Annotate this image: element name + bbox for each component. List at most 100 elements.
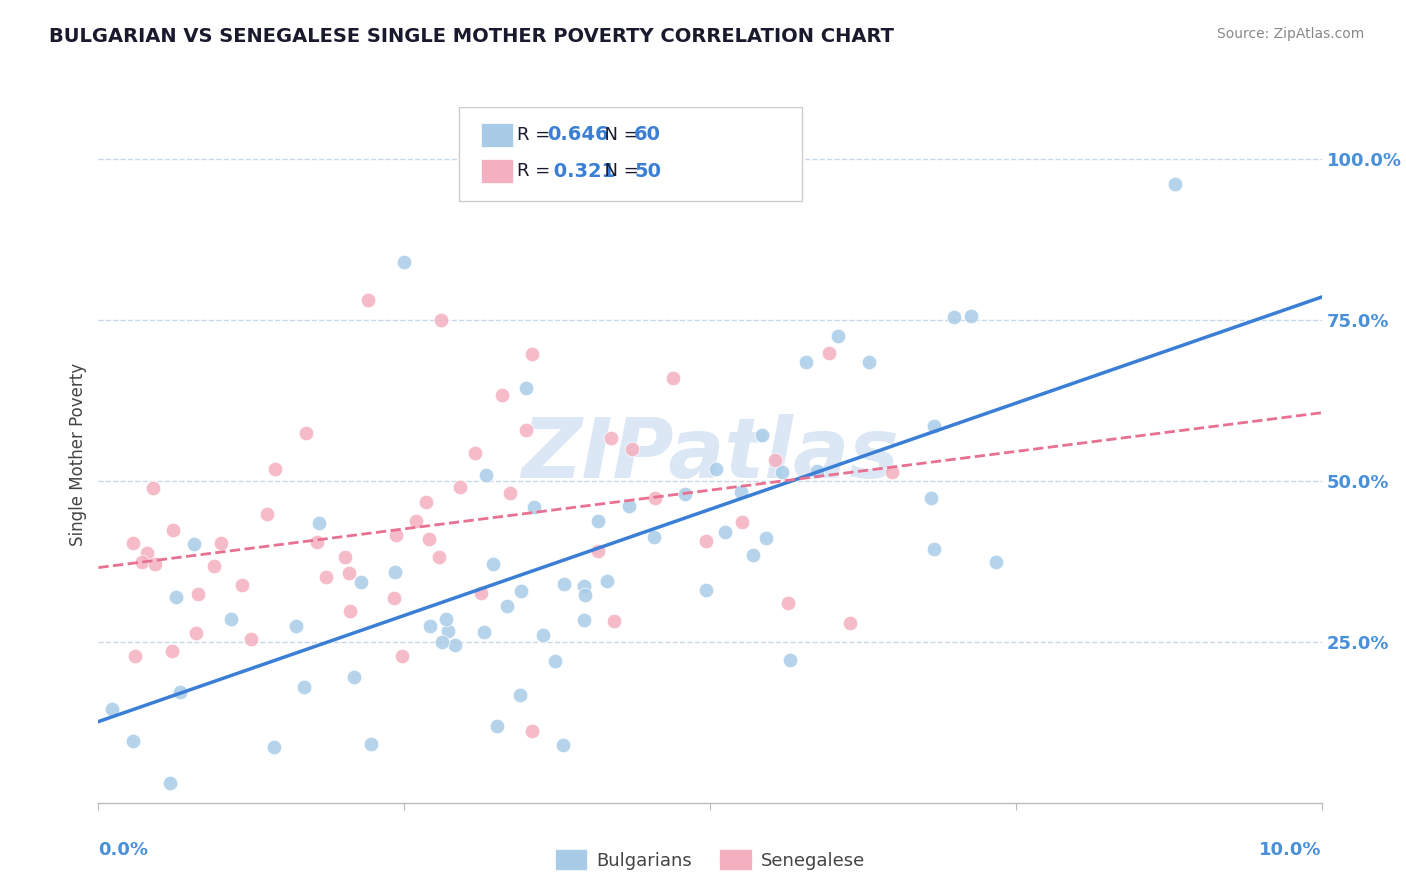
Point <box>333 550 356 565</box>
Point <box>643 530 665 544</box>
Point <box>673 486 696 500</box>
Point <box>496 599 519 614</box>
Point <box>418 532 440 546</box>
Point <box>143 558 166 572</box>
Point <box>405 515 427 529</box>
Point <box>211 536 233 550</box>
Text: Source: ZipAtlas.com: Source: ZipAtlas.com <box>1216 27 1364 41</box>
Point <box>620 442 643 456</box>
Point <box>796 355 818 369</box>
Point <box>360 737 382 751</box>
Point <box>920 491 942 506</box>
Point <box>763 453 786 467</box>
Point <box>434 612 457 626</box>
Point <box>474 625 496 640</box>
Point <box>315 570 337 584</box>
Point <box>922 419 945 434</box>
Point <box>531 628 554 642</box>
Point <box>349 575 371 590</box>
Text: BULGARIAN VS SENEGALESE SINGLE MOTHER POVERTY CORRELATION CHART: BULGARIAN VS SENEGALESE SINGLE MOTHER PO… <box>49 27 894 45</box>
Text: R =: R = <box>517 126 555 144</box>
Point <box>165 590 187 604</box>
Point <box>429 550 451 565</box>
Point <box>882 466 904 480</box>
Point <box>449 480 471 494</box>
Point <box>714 525 737 540</box>
Text: 10.0%: 10.0% <box>1260 841 1322 859</box>
Point <box>292 681 315 695</box>
Point <box>444 638 467 652</box>
Point <box>942 310 965 324</box>
Point <box>553 738 575 752</box>
Y-axis label: Single Mother Poverty: Single Mother Poverty <box>69 363 87 547</box>
Point <box>553 577 575 591</box>
Point <box>391 649 413 664</box>
Point <box>219 612 242 626</box>
Point <box>806 465 828 479</box>
FancyBboxPatch shape <box>481 123 513 146</box>
Point <box>470 585 492 599</box>
Point <box>574 579 596 593</box>
Point <box>596 574 619 588</box>
Point <box>491 388 513 402</box>
Point <box>419 619 441 633</box>
Point <box>101 702 124 716</box>
Text: ZIPatlas: ZIPatlas <box>522 415 898 495</box>
Point <box>343 670 366 684</box>
Point <box>142 481 165 495</box>
Legend: Bulgarians, Senegalese: Bulgarians, Senegalese <box>548 842 872 877</box>
Point <box>779 653 801 667</box>
Point <box>392 254 416 268</box>
FancyBboxPatch shape <box>481 159 513 183</box>
Point <box>160 644 183 658</box>
Point <box>131 555 153 569</box>
Point <box>730 484 752 499</box>
Point <box>827 329 849 343</box>
Point <box>122 535 145 549</box>
Point <box>588 544 610 558</box>
Point <box>818 346 841 360</box>
Point <box>661 371 683 385</box>
Text: R =: R = <box>517 162 555 180</box>
Point <box>515 423 537 437</box>
Point <box>169 685 191 699</box>
Point <box>475 468 498 483</box>
Point <box>485 719 508 733</box>
Point <box>1164 178 1187 192</box>
Point <box>754 531 776 545</box>
Point <box>839 615 862 630</box>
Point <box>574 588 596 602</box>
Point <box>384 565 406 579</box>
Point <box>385 527 408 541</box>
Point <box>572 613 595 627</box>
Text: 50: 50 <box>634 161 661 180</box>
Point <box>751 427 773 442</box>
Point <box>136 546 159 560</box>
Point <box>770 465 793 479</box>
Point <box>704 461 727 475</box>
Point <box>586 514 609 528</box>
Point <box>204 559 226 574</box>
Point <box>617 500 640 514</box>
Point <box>382 591 405 605</box>
Point <box>308 516 330 530</box>
Point <box>858 355 880 369</box>
Point <box>959 310 981 324</box>
Point <box>263 739 285 754</box>
Point <box>520 724 543 739</box>
Point <box>499 485 522 500</box>
Point <box>264 461 287 475</box>
Text: N =: N = <box>592 126 644 144</box>
FancyBboxPatch shape <box>460 107 801 201</box>
Point <box>124 649 146 664</box>
Point <box>186 625 208 640</box>
Point <box>695 582 717 597</box>
Text: 60: 60 <box>634 126 661 145</box>
Point <box>337 566 360 580</box>
Point <box>436 624 458 639</box>
Text: 0.0%: 0.0% <box>98 841 149 859</box>
Point <box>122 734 145 748</box>
Point <box>239 632 262 646</box>
Point <box>356 293 378 308</box>
Point <box>544 654 567 668</box>
